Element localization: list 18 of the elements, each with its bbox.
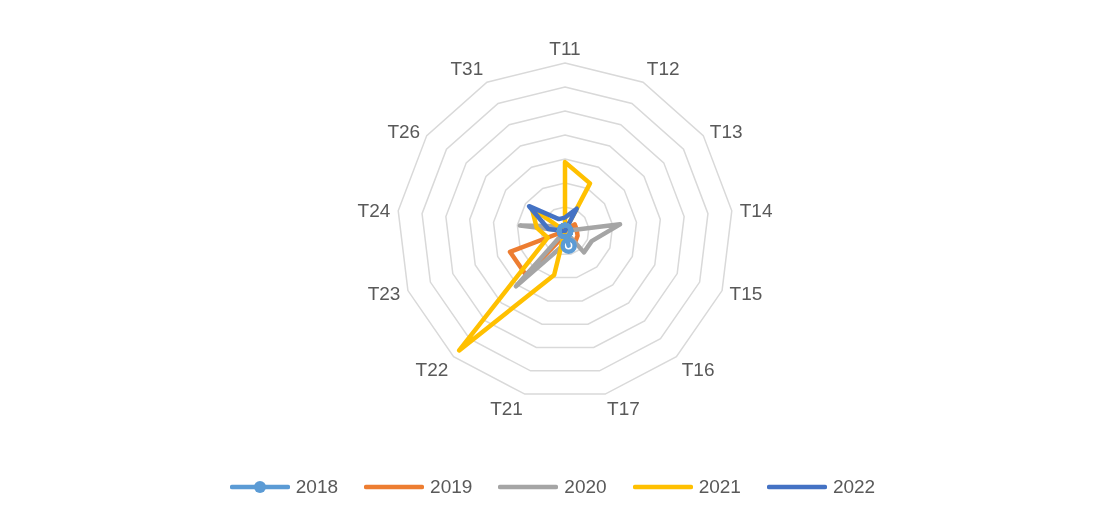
spoke-label: T11 bbox=[549, 38, 581, 59]
spoke-label: T13 bbox=[709, 120, 743, 142]
spoke-label: T22 bbox=[415, 359, 449, 381]
spoke-label: T21 bbox=[490, 398, 523, 420]
spoke-label: T26 bbox=[387, 120, 421, 142]
spoke-label: T15 bbox=[729, 283, 763, 305]
legend-label: 2020 bbox=[563, 476, 607, 498]
legend-label: 2021 bbox=[697, 476, 741, 498]
legend-label: 2018 bbox=[294, 476, 339, 498]
spoke-label: T14 bbox=[739, 199, 773, 221]
spoke-label: T16 bbox=[681, 359, 715, 381]
legend-label: 2022 bbox=[831, 476, 876, 498]
spoke-label: T23 bbox=[367, 283, 401, 305]
spoke-label: T12 bbox=[646, 58, 680, 80]
spoke-label: T31 bbox=[450, 58, 484, 80]
legend-label: 2019 bbox=[429, 476, 473, 498]
spoke-label: T17 bbox=[607, 398, 640, 420]
spoke-label: T24 bbox=[357, 199, 391, 221]
